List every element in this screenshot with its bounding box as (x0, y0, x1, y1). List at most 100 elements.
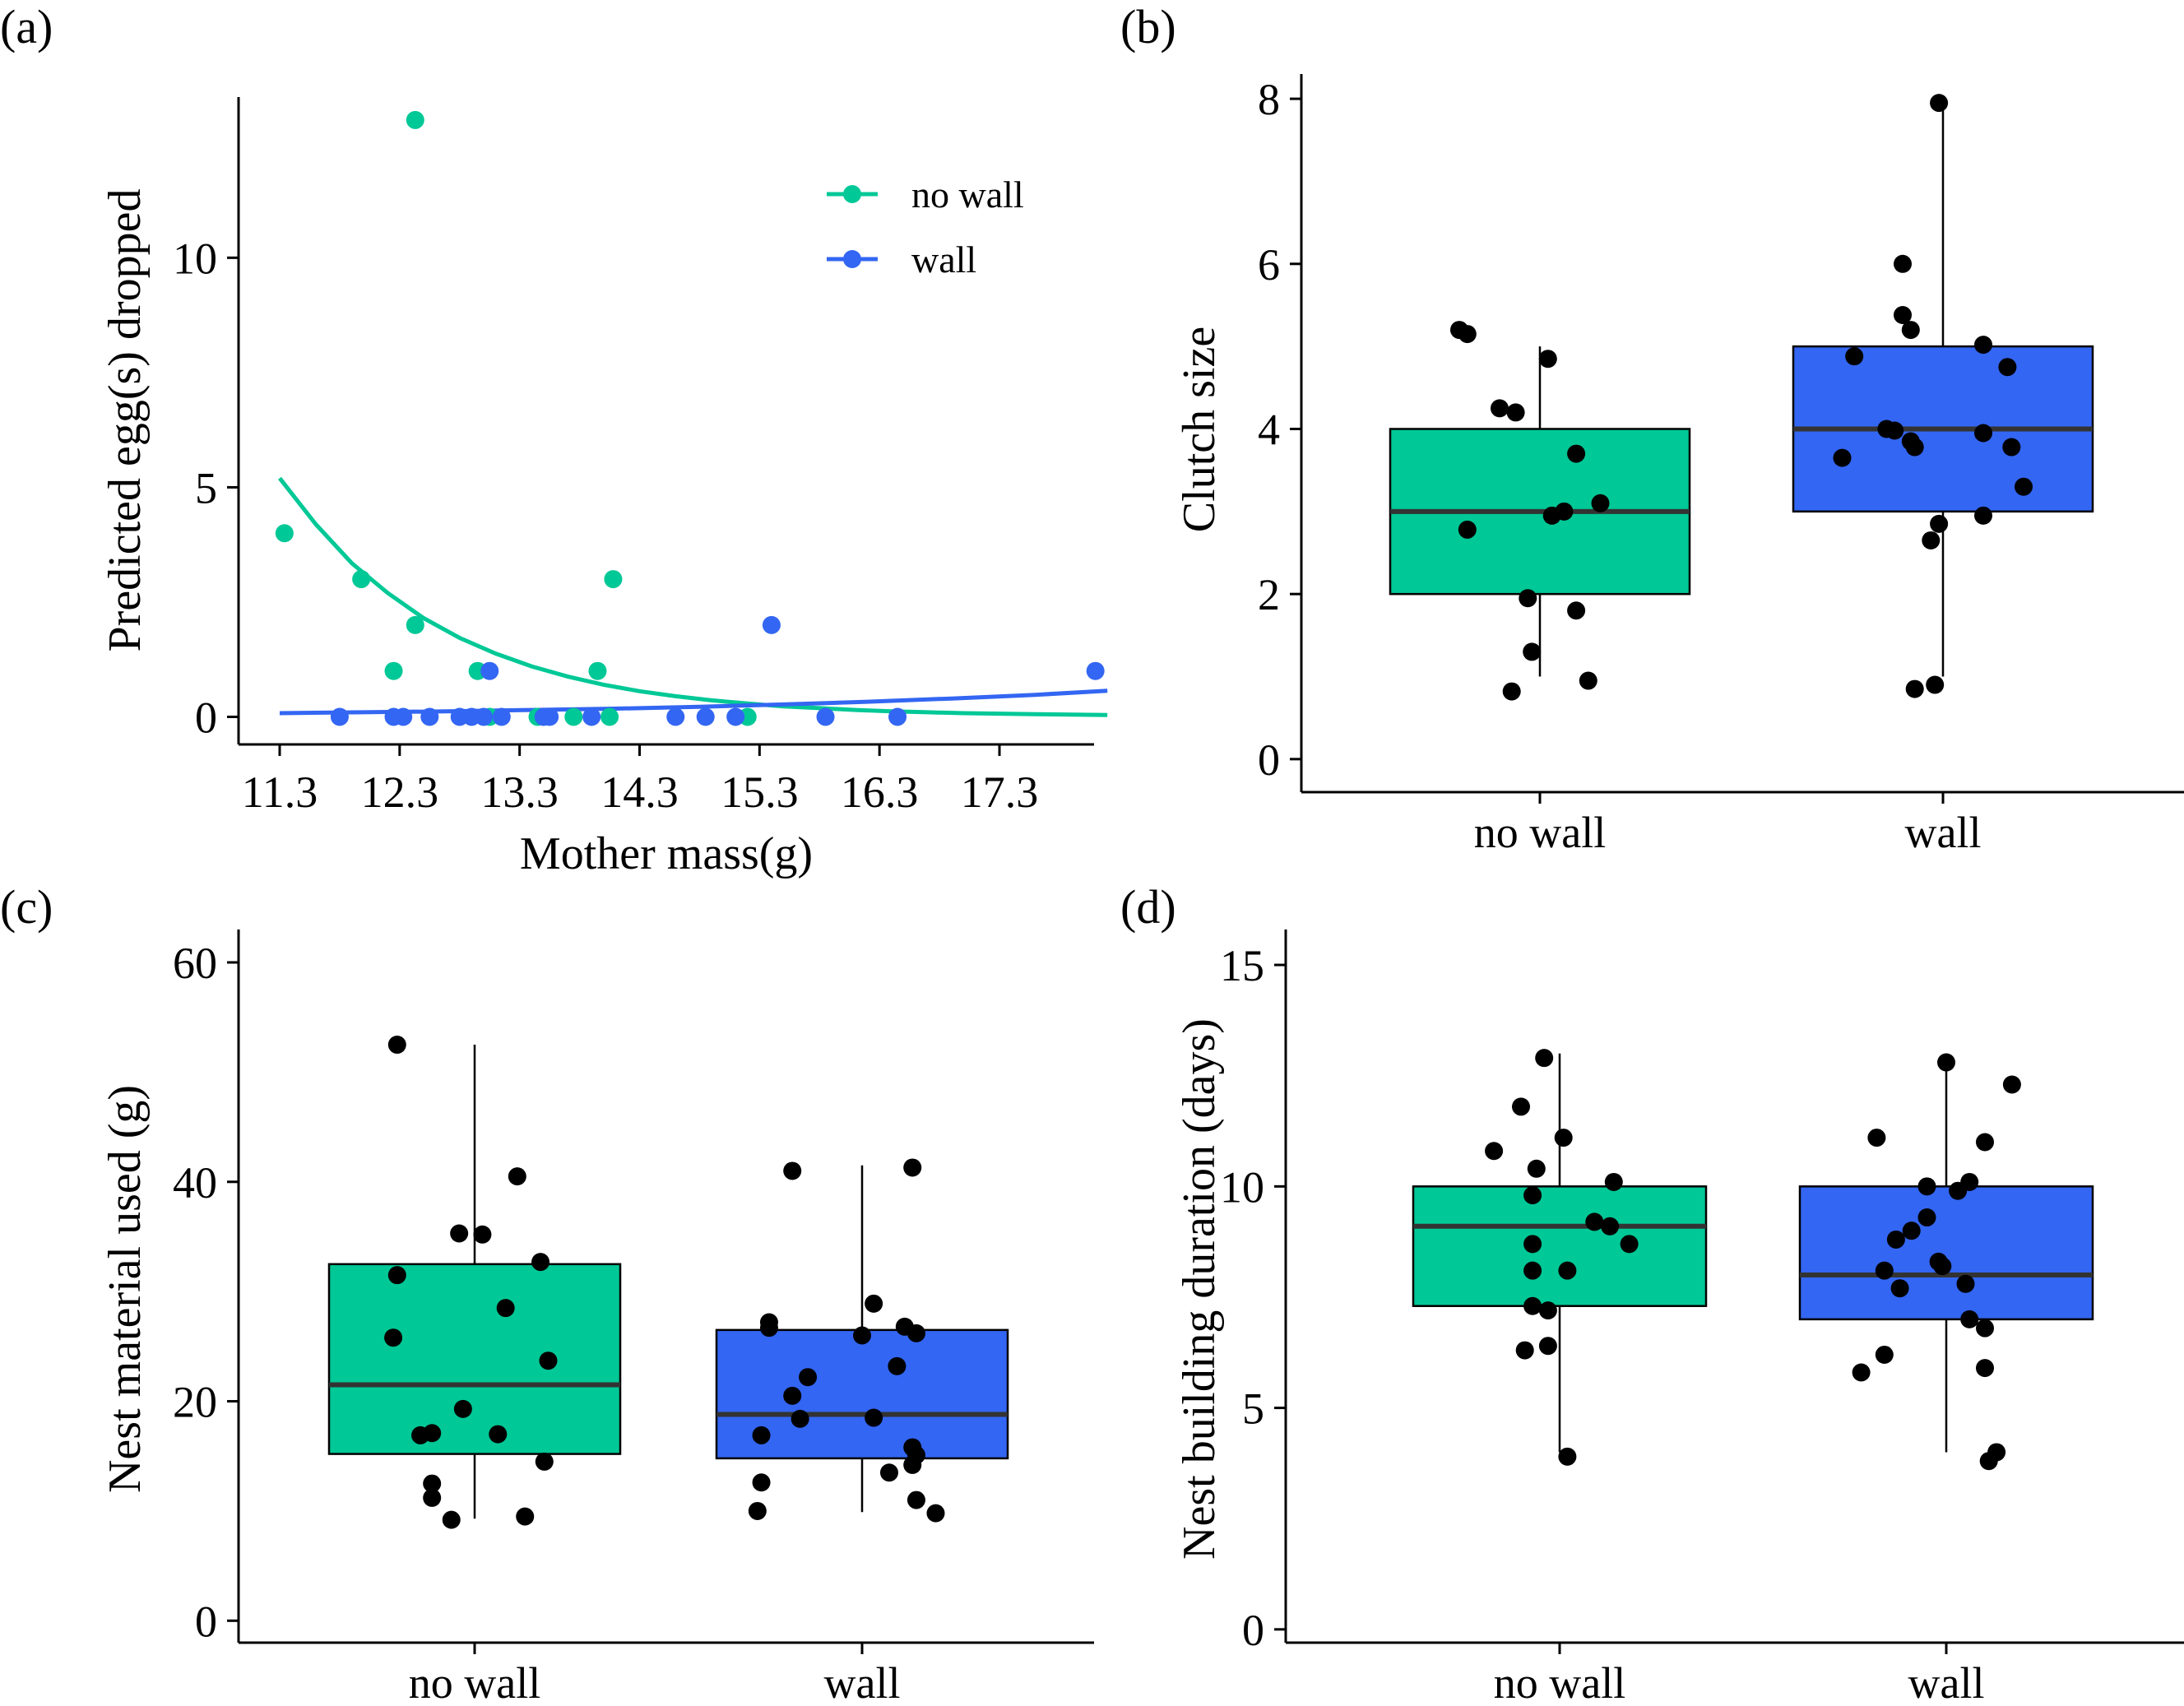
y-tick-label: 0 (195, 1597, 217, 1646)
panel-d-y-axis-title: Nest building duration (days) (1174, 1018, 1225, 1560)
jitter-point (791, 1409, 809, 1428)
y-tick-label: 10 (173, 234, 217, 283)
jitter-point (1886, 1230, 1905, 1249)
panel-a-letter: (a) (0, 0, 53, 53)
legend-marker-no-wall (843, 185, 861, 203)
panel-c-ticks: 0 20 40 60 no wall wall (173, 939, 900, 1706)
jitter-point (1585, 1212, 1604, 1231)
jitter-point (1998, 358, 2017, 377)
jitter-point (387, 1266, 406, 1285)
point-wall (582, 707, 601, 726)
jitter-point (1885, 421, 1904, 440)
jitter-point (926, 1504, 945, 1523)
jitter-point (1538, 350, 1557, 369)
panel-a-y-axis-title: Predicted egg(s) dropped (100, 189, 151, 652)
jitter-point (879, 1463, 898, 1482)
y-tick-label: 2 (1258, 570, 1280, 619)
box-no-wall (327, 1263, 622, 1455)
jitter-point (1960, 1172, 1979, 1191)
panel-a-scatter-chart: (a) 0 5 10 11.3 12.3 13.3 14.3 15.3 16.3 17.3 Mot… (0, 0, 1108, 879)
y-tick-label: 0 (1242, 1606, 1264, 1655)
jitter-point (1902, 1222, 1921, 1240)
point-wall (394, 707, 413, 726)
jitter-point (865, 1408, 883, 1427)
jitter-point (1523, 1296, 1542, 1315)
x-tick-label: 11.3 (242, 767, 318, 817)
panel-b-letter: (b) (1120, 0, 1176, 53)
point-wall (480, 661, 499, 680)
jitter-point (888, 1356, 907, 1375)
jitter-point (1555, 502, 1574, 521)
jitter-point (1523, 642, 1542, 661)
point-no-wall (588, 661, 607, 680)
jitter-point (1933, 1257, 1952, 1276)
jitter-point (1458, 520, 1477, 539)
point-wall (816, 707, 835, 726)
jitter-point (539, 1351, 558, 1370)
jitter-point (903, 1158, 922, 1177)
jitter-point (1937, 1053, 1955, 1072)
point-wall (762, 615, 781, 634)
jitter-point (1894, 254, 1912, 273)
point-wall (330, 707, 349, 726)
jitter-point (1905, 679, 1924, 698)
jitter-point (1917, 1208, 1936, 1227)
point-no-wall (604, 570, 623, 589)
jitter-point (496, 1299, 515, 1318)
jitter-point (752, 1473, 771, 1492)
y-tick-label: 15 (1220, 941, 1264, 990)
panel-d-letter: (d) (1120, 880, 1176, 934)
jitter-point (1523, 1186, 1542, 1205)
jitter-point (1515, 1341, 1534, 1360)
y-tick-label: 40 (173, 1158, 217, 1208)
x-category-label: no wall (1474, 808, 1606, 857)
point-wall (666, 707, 685, 726)
jitter-point (1591, 494, 1610, 512)
jitter-point (1512, 1097, 1530, 1116)
jitter-point (1922, 531, 1941, 549)
jitter-point (1538, 1301, 1557, 1320)
x-category-label: wall (824, 1658, 901, 1706)
point-wall (726, 707, 745, 726)
jitter-point (1506, 403, 1525, 422)
jitter-point (1976, 1133, 1994, 1152)
jitter-point (1974, 336, 1992, 355)
jitter-point (1491, 399, 1509, 418)
jitter-point (1458, 325, 1477, 344)
jitter-point (1974, 424, 1992, 443)
point-no-wall (600, 707, 619, 726)
jitter-point (1579, 671, 1597, 690)
y-tick-label: 20 (173, 1378, 217, 1427)
x-category-label: wall (1908, 1658, 1985, 1706)
y-tick-label: 6 (1258, 240, 1280, 290)
point-wall (888, 707, 907, 726)
jitter-point (531, 1253, 550, 1272)
jitter-point (1930, 94, 1949, 113)
jitter-point (384, 1328, 403, 1347)
jitter-point (1852, 1363, 1871, 1382)
jitter-point (1523, 1235, 1542, 1254)
legend-marker-wall (843, 250, 861, 268)
jitter-point (1956, 1274, 1975, 1293)
panel-a-legend: no wall wall (827, 174, 1024, 280)
jitter-point (903, 1455, 922, 1474)
point-wall (420, 707, 439, 726)
point-wall (696, 707, 715, 726)
jitter-point (1917, 1177, 1936, 1196)
jitter-point (907, 1324, 925, 1342)
jitter-point (759, 1319, 778, 1337)
jitter-point (1567, 444, 1586, 463)
jitter-point (1601, 1217, 1620, 1235)
point-wall (474, 707, 493, 726)
jitter-point (1620, 1235, 1639, 1254)
panel-d-box-chart: (d) 0 5 10 15 no wall wall Nest building dura… (1120, 880, 2184, 1706)
x-tick-label: 16.3 (841, 767, 919, 817)
y-tick-label: 5 (195, 463, 217, 512)
jitter-point (1905, 438, 1924, 457)
jitter-point (1976, 1359, 1994, 1378)
point-wall (492, 707, 511, 726)
x-category-label: wall (1905, 808, 1982, 857)
jitter-point (508, 1167, 526, 1186)
jitter-point (1519, 589, 1537, 608)
